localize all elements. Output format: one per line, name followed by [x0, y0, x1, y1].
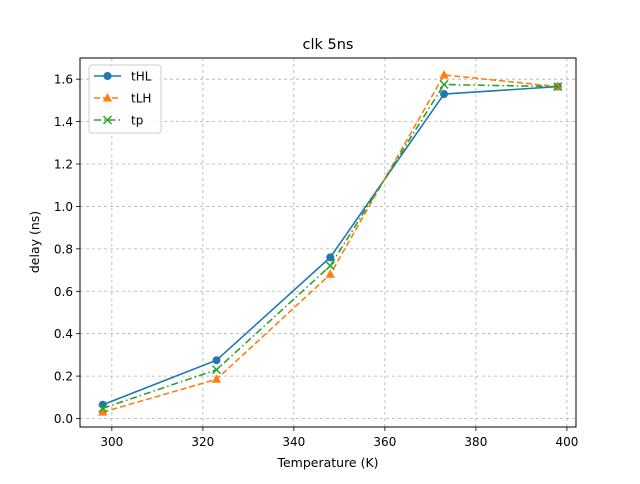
data-point-tlh: [98, 407, 108, 416]
series-tp: [98, 79, 563, 413]
y-tick-label: 1.2: [54, 158, 73, 172]
data-point-thl: [326, 253, 335, 262]
legend-label-tlh: tLH: [131, 92, 151, 106]
data-point-thl: [440, 90, 449, 99]
y-tick-label: 1.6: [54, 73, 73, 87]
legend-label-thl: tHL: [131, 70, 152, 84]
data-point-tp: [98, 403, 108, 413]
series-line-tp: [102, 83, 558, 410]
y-tick-label: 1.4: [54, 115, 73, 129]
y-tick-label: 0.6: [54, 285, 73, 299]
y-tick-label: 1.0: [54, 200, 73, 214]
ticks: 300 320 340 360 380 400 0.0 0.2 0.4 0.6 0.8 1.0 1.2 1…: [54, 73, 578, 449]
axes-frame: [79, 57, 577, 428]
x-tick-label: 320: [191, 435, 214, 449]
x-tick-label: 360: [373, 435, 396, 449]
data-point-tlh: [325, 269, 335, 278]
data-point-tp: [211, 365, 222, 375]
y-tick-label: 0.8: [54, 242, 73, 256]
data-point-tp: [439, 79, 449, 90]
data-point-thl: [212, 356, 221, 365]
data-point-tp: [553, 82, 563, 92]
data-point-tp: [325, 261, 335, 271]
legend-box: [88, 64, 162, 134]
x-tick-label: 400: [555, 435, 578, 449]
y-tick-label: 0.4: [54, 327, 73, 341]
chart-title: clk 5ns: [303, 37, 354, 53]
legend: tHL tLH tp: [88, 64, 162, 134]
legend-marker-tlh: [102, 93, 113, 102]
x-axis-label: Temperature (K): [276, 455, 378, 470]
y-tick-label: 0.0: [54, 412, 73, 426]
legend-marker-tp: [102, 115, 113, 125]
legend-label-tp: tp: [131, 114, 143, 128]
grid: [80, 58, 576, 427]
data-point-tlh: [211, 374, 222, 383]
x-tick-label: 300: [100, 435, 123, 449]
legend-marker-thl: [103, 72, 112, 80]
x-tick-label: 380: [464, 435, 487, 449]
y-axis-label: delay (ns): [27, 211, 42, 273]
y-tick-label: 0.2: [54, 370, 73, 384]
data-point-tlh: [439, 69, 449, 79]
series-layer: [98, 69, 563, 416]
x-tick-label: 340: [282, 435, 305, 449]
